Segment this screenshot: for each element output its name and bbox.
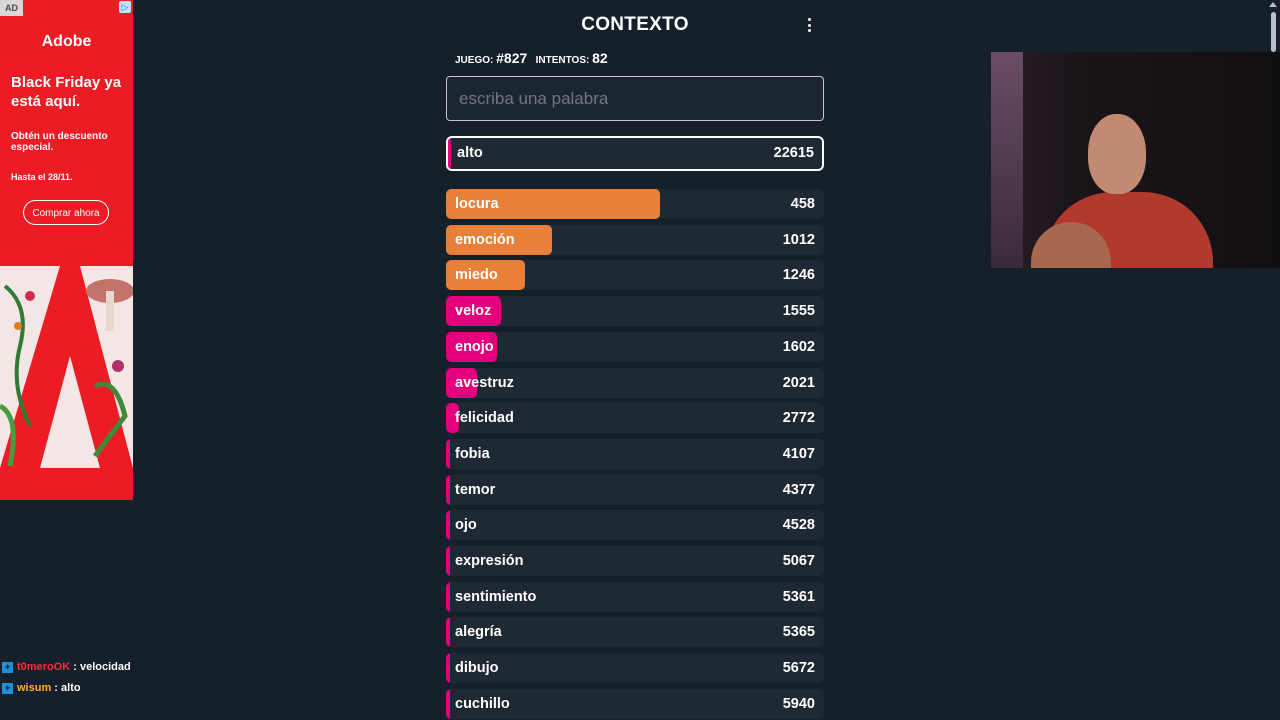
guess-proximity-bar	[446, 403, 459, 434]
guess-score: 5067	[782, 553, 815, 569]
guess-word: felicidad	[455, 410, 514, 427]
guess-row: emoción 1012	[446, 224, 824, 255]
guess-row: ojo 4528	[446, 510, 824, 541]
guess-row: temor 4377	[446, 474, 824, 505]
guess-word: alegría	[455, 624, 502, 641]
guess-word: veloz	[455, 303, 492, 320]
attempts-count: 82	[592, 50, 608, 66]
chat-message: ✦ wisum : alto	[2, 680, 131, 701]
attempts-label: INTENTOS:	[535, 55, 590, 66]
guess-score: 4528	[782, 517, 815, 534]
guess-word: miedo	[455, 267, 498, 284]
guess-score: 2772	[782, 410, 815, 427]
guess-row: locura 458	[446, 189, 824, 219]
guess-score: 4377	[782, 481, 815, 498]
chat-username: wisum	[17, 682, 52, 694]
page-title: CONTEXTO	[581, 14, 689, 35]
guess-row: alegría 5365	[446, 617, 824, 648]
guess-proximity-bar	[446, 331, 497, 362]
last-guess-score: 22615	[773, 145, 814, 161]
webcam-overlay	[991, 52, 1280, 268]
chat-text: : alto	[54, 682, 81, 694]
guess-score: 458	[790, 196, 815, 212]
guess-proximity-bar	[446, 260, 525, 291]
guess-row: sentimiento 5361	[446, 581, 824, 612]
guess-word: cuchillo	[455, 695, 510, 712]
guess-score: 1602	[782, 338, 815, 355]
guess-row: miedo 1246	[446, 260, 824, 291]
guess-word: ojo	[455, 517, 477, 534]
guess-score: 1555	[782, 303, 815, 320]
guess-row: veloz 1555	[446, 296, 824, 327]
guess-proximity-bar	[446, 688, 450, 719]
last-guess-row: alto 22615	[446, 136, 824, 171]
guess-row: fobia 4107	[446, 438, 824, 469]
guess-proximity-bar	[446, 224, 552, 255]
guess-word: enojo	[455, 338, 494, 355]
guess-row: felicidad 2772	[446, 403, 824, 434]
ad-banner[interactable]: AD ▷ Adobe Black Friday ya está aquí. Ob…	[0, 0, 133, 500]
guess-row: avestruz 2021	[446, 367, 824, 398]
ad-cta-button[interactable]: Comprar ahora	[23, 200, 109, 225]
guess-proximity-bar	[446, 367, 477, 398]
scroll-up-icon[interactable]	[1269, 2, 1277, 7]
chat-username: t0meroOK	[17, 661, 71, 673]
guess-word: avestruz	[455, 374, 514, 391]
chat-message: ✦ t0meroOK : velocidad	[2, 659, 131, 680]
ad-body: Obtén un descuento especial.	[11, 131, 108, 153]
guess-proximity-bar	[446, 474, 450, 505]
guess-score: 5365	[782, 624, 815, 641]
ad-label: AD	[0, 0, 23, 16]
guess-word: temor	[455, 481, 496, 498]
last-guess-bar	[448, 138, 451, 169]
chat-text: : velocidad	[73, 661, 131, 673]
ad-info-icon[interactable]: ▷	[119, 1, 131, 13]
guess-proximity-bar	[446, 438, 450, 469]
guess-proximity-bar	[446, 581, 450, 612]
chat-overlay: ✦ t0meroOK : velocidad ✦ wisum : alto	[2, 659, 131, 701]
more-menu-icon[interactable]	[804, 18, 814, 36]
guess-proximity-bar	[446, 617, 450, 648]
guess-row: dibujo 5672	[446, 653, 824, 684]
guess-proximity-bar	[446, 296, 501, 327]
ad-date: Hasta el 28/11.	[11, 172, 73, 182]
guess-row: expresión 5067	[446, 546, 824, 576]
game-number: #827	[496, 50, 528, 66]
chat-badge-icon: ✦	[2, 661, 13, 673]
guess-score: 5361	[782, 588, 815, 605]
guess-score: 1012	[782, 231, 815, 248]
ad-artwork	[0, 266, 133, 468]
guess-score: 1246	[782, 267, 815, 284]
guess-word: expresión	[455, 553, 524, 569]
game-label: JUEGO:	[455, 55, 494, 66]
game-stats: JUEGO: #827 INTENTOS: 82	[455, 50, 608, 66]
guess-proximity-bar	[446, 546, 450, 576]
ad-headline: Black Friday ya está aquí.	[11, 74, 122, 110]
ad-brand: Adobe	[41, 33, 92, 50]
guess-score: 5940	[782, 695, 815, 712]
guess-word: dibujo	[455, 660, 499, 677]
guess-word: emoción	[455, 231, 515, 248]
guess-proximity-bar	[446, 653, 450, 684]
chat-badge-icon: ✦	[2, 682, 13, 694]
guess-word: sentimiento	[455, 588, 537, 605]
guess-score: 5672	[782, 660, 815, 677]
word-input[interactable]	[446, 76, 824, 121]
guess-row: cuchillo 5940	[446, 688, 824, 719]
guess-word: locura	[455, 196, 499, 212]
guess-score: 2021	[782, 374, 815, 391]
guess-proximity-bar	[446, 189, 660, 219]
guess-word: fobia	[455, 445, 490, 462]
scrollbar[interactable]	[1271, 12, 1276, 52]
guess-score: 4107	[782, 445, 815, 462]
last-guess-word: alto	[457, 145, 483, 161]
guess-proximity-bar	[446, 510, 450, 541]
guess-row: enojo 1602	[446, 331, 824, 362]
